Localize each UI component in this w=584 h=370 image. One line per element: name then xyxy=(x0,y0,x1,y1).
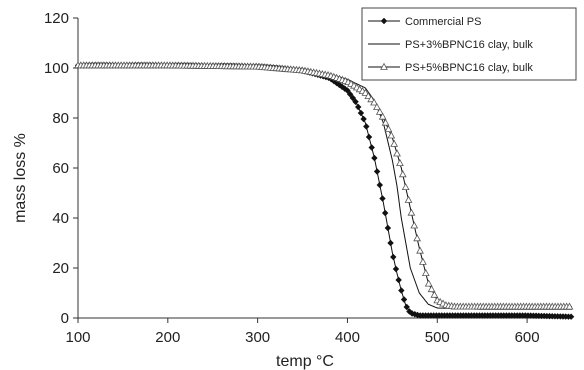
x-tick-label: 600 xyxy=(515,329,540,346)
legend-entry: PS+3%BPNC16 clay, bulk xyxy=(368,39,533,51)
data-point xyxy=(360,115,367,123)
data-point xyxy=(344,87,351,94)
y-tick-label: 20 xyxy=(52,260,69,277)
y-tick-label: 100 xyxy=(44,60,69,77)
data-point xyxy=(390,139,399,147)
data-point xyxy=(370,98,378,106)
x-tick-label: 300 xyxy=(245,329,270,346)
data-point xyxy=(376,181,383,189)
legend-entry: PS+5%BPNC16 clay, bulk xyxy=(368,62,533,74)
data-point xyxy=(419,257,427,265)
data-point xyxy=(349,94,357,102)
series-layer xyxy=(74,61,575,320)
y-axis-title: mass loss % xyxy=(12,133,29,223)
axis-ticks: 0 20 40 60 80 100 120 100 200 300 400 500 600 xyxy=(44,10,540,346)
data-point xyxy=(373,168,381,175)
x-tick-label: 100 xyxy=(65,329,90,346)
data-point xyxy=(378,112,387,120)
series-3 xyxy=(74,61,574,310)
series-line xyxy=(78,65,573,318)
legend-label: PS+5%BPNC16 clay, bulk xyxy=(405,62,533,74)
data-point xyxy=(352,98,359,105)
data-point xyxy=(393,149,401,157)
data-point xyxy=(381,118,390,126)
data-point xyxy=(367,95,376,103)
y-tick-label: 60 xyxy=(52,160,69,177)
data-point xyxy=(404,195,413,203)
legend-marker xyxy=(380,62,388,70)
y-tick-label: 0 xyxy=(61,310,69,327)
data-point xyxy=(424,279,433,287)
legend-entry: Commercial PS xyxy=(368,16,481,28)
data-point xyxy=(398,287,405,294)
series-line xyxy=(78,65,572,310)
y-tick-label: 120 xyxy=(44,10,69,27)
data-point xyxy=(373,102,381,110)
legend-label: PS+3%BPNC16 clay, bulk xyxy=(405,39,533,51)
data-point xyxy=(392,265,400,273)
x-tick-label: 400 xyxy=(335,329,360,346)
data-point xyxy=(365,133,373,141)
data-point xyxy=(395,276,402,284)
data-point xyxy=(361,88,370,96)
data-point xyxy=(384,224,392,232)
data-point xyxy=(407,208,416,216)
data-point xyxy=(355,103,362,111)
data-point xyxy=(346,91,354,98)
data-point xyxy=(375,107,384,115)
legend: Commercial PS PS+3%BPNC16 clay, bulk PS+5%… xyxy=(361,7,577,81)
data-point xyxy=(364,91,373,99)
data-point xyxy=(410,221,419,229)
data-point xyxy=(384,124,393,132)
data-point xyxy=(379,195,386,202)
legend-marker xyxy=(380,17,388,25)
data-point xyxy=(430,290,439,298)
data-point xyxy=(427,285,436,293)
x-tick-label: 200 xyxy=(155,329,180,346)
data-point xyxy=(371,154,378,162)
data-point xyxy=(387,239,394,247)
series-1 xyxy=(74,62,575,320)
data-point xyxy=(390,253,397,261)
data-point xyxy=(416,246,424,254)
x-axis-title: temp °C xyxy=(276,353,334,370)
y-tick-label: 80 xyxy=(52,110,69,127)
data-point xyxy=(387,131,396,139)
data-point xyxy=(398,170,407,178)
series-line xyxy=(78,65,572,308)
data-point xyxy=(396,158,404,166)
data-point xyxy=(567,313,575,320)
data-point xyxy=(363,123,370,130)
series-2 xyxy=(78,65,572,310)
data-point xyxy=(400,296,408,303)
data-point xyxy=(413,234,422,242)
x-tick-label: 500 xyxy=(425,329,450,346)
y-tick-label: 40 xyxy=(52,210,69,227)
data-point xyxy=(357,109,365,117)
data-point xyxy=(565,302,574,310)
data-point xyxy=(401,182,410,190)
data-point xyxy=(403,303,410,311)
data-point xyxy=(421,268,430,276)
data-point xyxy=(368,144,375,151)
legend-label: Commercial PS xyxy=(405,16,481,28)
data-point xyxy=(381,209,389,217)
